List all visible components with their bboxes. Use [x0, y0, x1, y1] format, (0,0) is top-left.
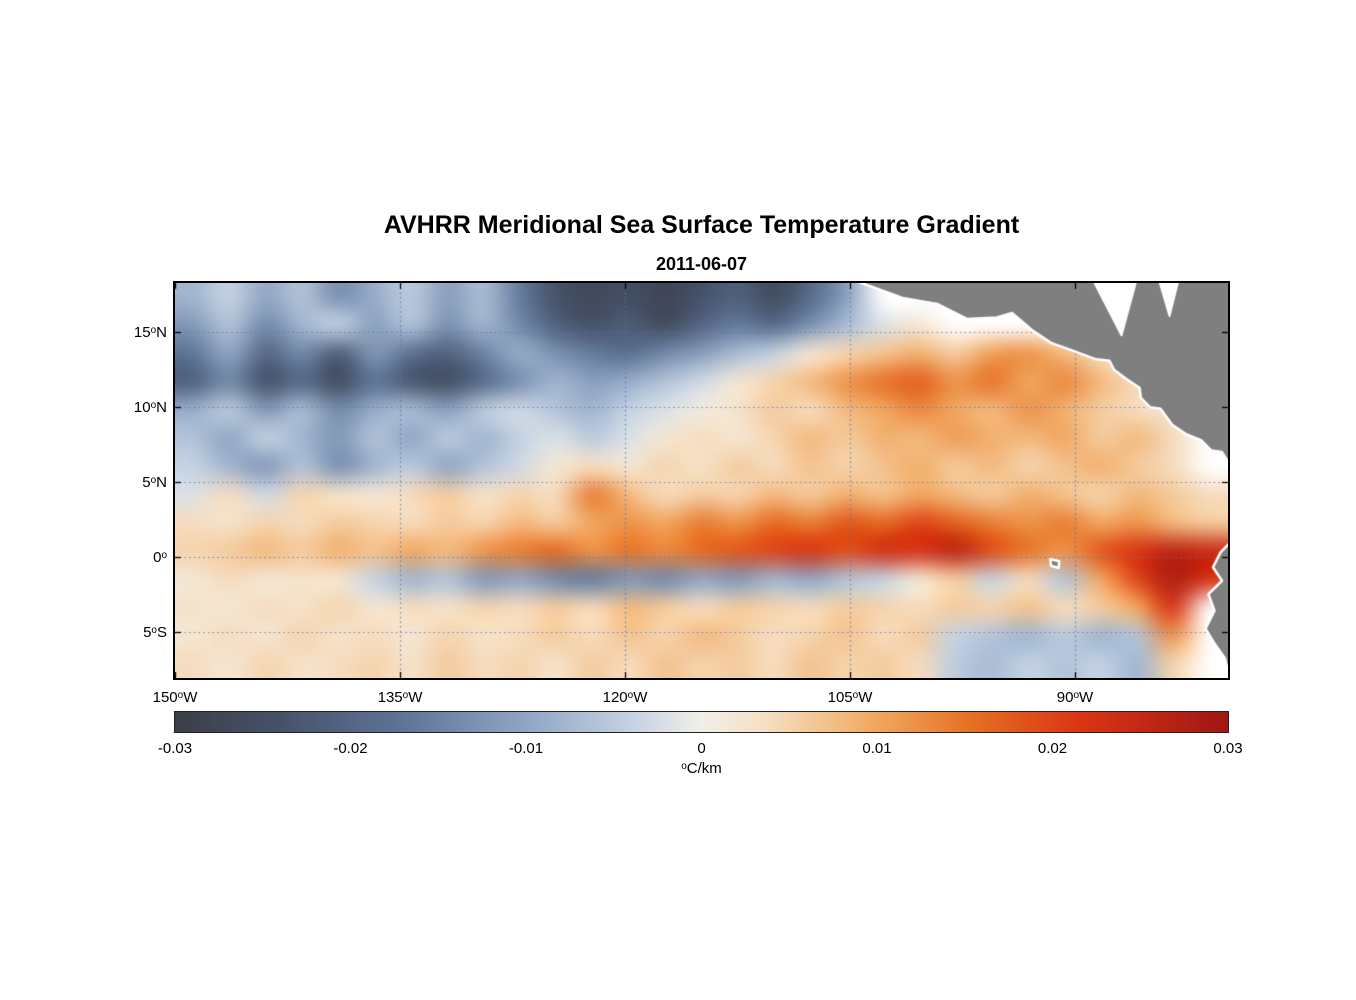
y-tick-label: 10oN [133, 399, 167, 417]
x-tick-label: 135oW [377, 689, 423, 706]
x-tick-label: 90oW [1056, 689, 1094, 706]
chart-date: 2011-06-07 [655, 254, 748, 274]
colorbar [174, 711, 1229, 733]
colorbar-tick-label: 0.02 [1037, 740, 1068, 757]
colorbar-tick-label: 0.01 [862, 740, 892, 757]
colorbar-tick-label: -0.01 [508, 740, 544, 757]
colorbar-tick-label: -0.03 [157, 740, 193, 757]
colorbar-tick-label: 0.03 [1213, 740, 1243, 757]
x-tick-label: 105oW [827, 689, 873, 706]
y-tick-label: 5oN [142, 473, 167, 491]
colorbar-unit-label: oC/km [681, 760, 722, 777]
y-tick-label: 5oS [143, 623, 167, 641]
colorbar-tick-label: 0 [697, 740, 706, 757]
y-tick-label: 15oN [133, 324, 167, 342]
x-tick-label: 120oW [602, 689, 648, 706]
y-tick-label: 0o [153, 548, 167, 566]
x-tick-label: 150oW [152, 689, 198, 706]
chart-title: AVHRR Meridional Sea Surface Temperature… [383, 211, 1020, 239]
map-canvas [173, 281, 1230, 680]
colorbar-tick-label: -0.02 [333, 740, 368, 757]
